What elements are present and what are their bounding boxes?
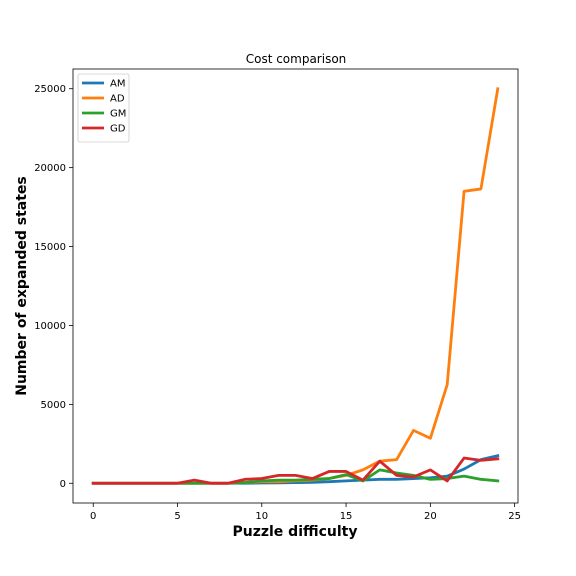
legend-label: GD (110, 124, 126, 135)
chart-title: Cost comparison (246, 52, 347, 66)
y-tick-label: 10000 (34, 321, 66, 332)
series-line-gd (91, 456, 500, 485)
legend-box (77, 73, 130, 143)
x-tick-label: 20 (424, 511, 437, 522)
x-axis-label: Puzzle difficulty (232, 524, 357, 540)
plot-lines (91, 87, 500, 485)
y-tick-label: 20000 (34, 163, 66, 174)
x-tick-label: 5 (174, 511, 180, 522)
legend-label: AD (110, 94, 125, 105)
y-axis: 0 5000 10000 15000 20000 25000 (34, 84, 73, 490)
x-tick-label: 0 (90, 511, 96, 522)
x-axis: 0 5 10 15 20 25 (90, 503, 521, 522)
legend-label: AM (110, 79, 125, 90)
legend: AM AD GM GD (77, 73, 130, 143)
x-tick-label: 25 (508, 511, 521, 522)
x-tick-label: 15 (340, 511, 353, 522)
y-tick-label: 5000 (41, 400, 66, 411)
x-tick-label: 10 (255, 511, 268, 522)
y-tick-label: 0 (60, 479, 66, 490)
y-axis-label: Number of expanded states (14, 176, 30, 396)
y-tick-label: 25000 (34, 84, 66, 95)
y-tick-label: 15000 (34, 242, 66, 253)
plot-frame (72, 68, 519, 504)
legend-label: GM (110, 109, 126, 120)
